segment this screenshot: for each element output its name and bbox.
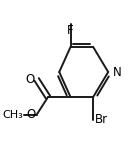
Text: F: F [67,24,74,37]
Text: Br: Br [94,113,107,126]
Text: CH₃: CH₃ [2,110,23,120]
Text: N: N [113,66,122,78]
Text: O: O [26,108,35,121]
Text: O: O [25,73,34,86]
